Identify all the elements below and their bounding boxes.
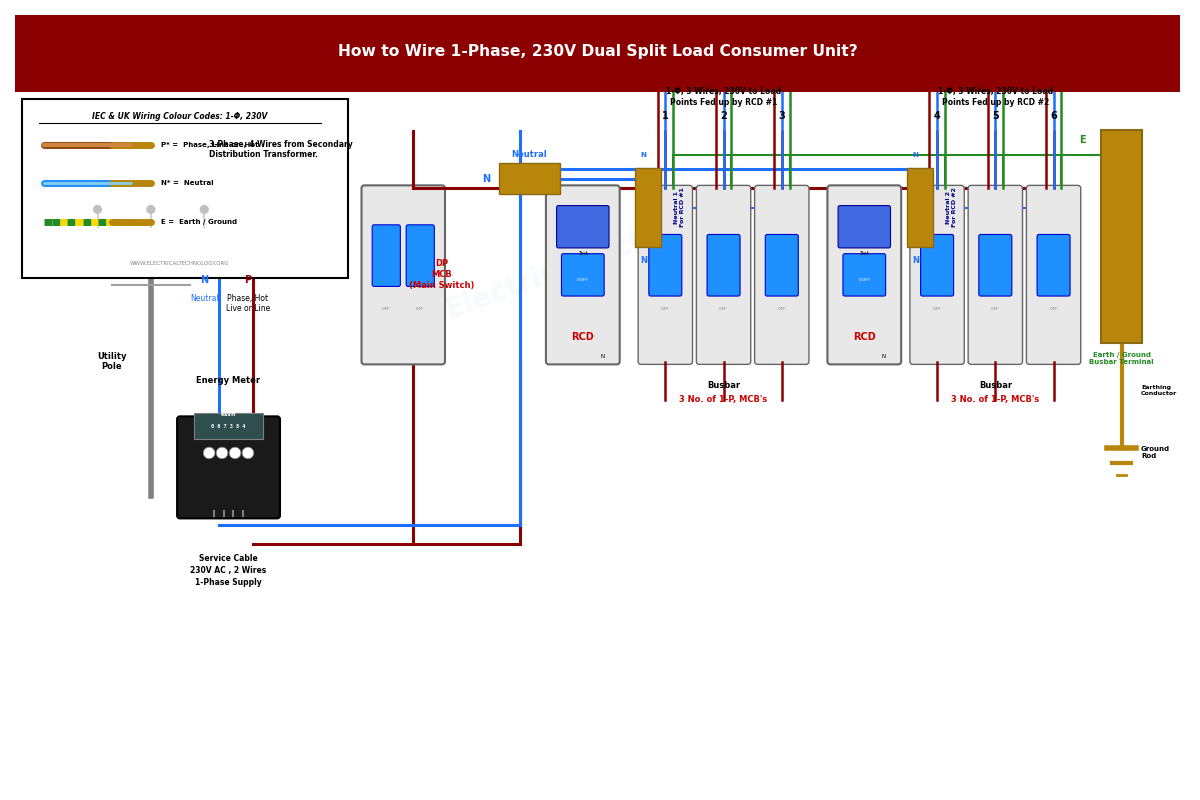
Text: Neutral: Neutral [511,150,547,159]
Text: How to Wire 1-Phase, 230V Dual Split Load Consumer Unit?: How to Wire 1-Phase, 230V Dual Split Loa… [337,44,857,59]
FancyBboxPatch shape [499,163,559,194]
FancyBboxPatch shape [546,186,619,364]
Text: 1-Φ, 3 Wires, 230V to Load
Points Fed up by RCD #1: 1-Φ, 3 Wires, 230V to Load Points Fed up… [666,87,781,106]
Text: RCD: RCD [571,333,594,342]
Text: 0·FF: 0·FF [719,306,728,310]
Text: 3-Phase, 4 Wires from Secondary
Distribution Transformer.: 3-Phase, 4 Wires from Secondary Distribu… [209,140,353,159]
FancyBboxPatch shape [361,186,445,364]
FancyBboxPatch shape [920,234,954,296]
FancyBboxPatch shape [406,225,434,286]
Text: N: N [912,256,919,265]
Text: 0·FF: 0·FF [382,306,390,310]
Circle shape [148,206,155,214]
FancyBboxPatch shape [1102,130,1142,343]
Text: N: N [641,151,647,158]
FancyBboxPatch shape [178,416,280,518]
Text: N: N [882,354,886,359]
Text: Test: Test [859,251,869,256]
Text: 0·FF: 0·FF [991,306,1000,310]
Text: RCD: RCD [853,333,876,342]
Text: 0·OFF: 0·OFF [858,278,870,282]
FancyBboxPatch shape [968,186,1022,364]
FancyBboxPatch shape [562,254,604,296]
Text: 0·OFF: 0·OFF [577,278,589,282]
FancyBboxPatch shape [1026,186,1081,364]
Text: 0·FF: 0·FF [778,306,786,310]
Text: Neutral 2
For RCD #2: Neutral 2 For RCD #2 [947,187,958,227]
Text: Neutral: Neutral [190,294,218,303]
Text: 1: 1 [662,111,668,121]
Text: N: N [600,354,605,359]
Text: N: N [200,274,209,285]
Circle shape [229,447,241,458]
Text: 0·FF: 0·FF [416,306,425,310]
Text: P: P [245,274,252,285]
Text: Busbar: Busbar [979,381,1012,390]
Text: 4: 4 [934,111,941,121]
Text: 2: 2 [720,111,727,121]
Circle shape [200,206,208,214]
FancyBboxPatch shape [635,168,661,247]
Text: Earth / Ground
Busbar Terminal: Earth / Ground Busbar Terminal [1090,352,1154,365]
Text: 0·FF: 0·FF [932,306,942,310]
Text: Ground
Rod: Ground Rod [1141,446,1170,459]
Text: 5: 5 [992,111,998,121]
Text: WWW.ELECTRICALTECHNOLOGY.ORG: WWW.ELECTRICALTECHNOLOGY.ORG [131,261,229,266]
FancyBboxPatch shape [842,254,886,296]
Circle shape [216,447,228,458]
Text: Utility
Pole: Utility Pole [97,352,127,371]
FancyBboxPatch shape [193,414,264,439]
Text: 3: 3 [779,111,785,121]
FancyBboxPatch shape [838,206,890,248]
Text: Test: Test [578,251,588,256]
FancyBboxPatch shape [649,234,682,296]
Text: DP
MCB
(Main Switch): DP MCB (Main Switch) [409,259,475,290]
FancyBboxPatch shape [1037,234,1070,296]
Text: N: N [640,256,647,265]
Text: Neutral 1
For RCD #1: Neutral 1 For RCD #1 [674,187,685,227]
Text: N* =  Neutral: N* = Neutral [161,181,214,186]
FancyBboxPatch shape [638,186,692,364]
Text: Busbar: Busbar [707,381,740,390]
Text: 0·FF: 0·FF [1049,306,1058,310]
Text: IEC & UK Wiring Colour Codes: 1-Φ, 230V: IEC & UK Wiring Colour Codes: 1-Φ, 230V [92,111,268,121]
Text: ElectricalTechnology: ElectricalTechnology [442,187,754,324]
Text: 3 No. of 1-P, MCB's: 3 No. of 1-P, MCB's [952,395,1039,405]
FancyBboxPatch shape [755,186,809,364]
Circle shape [203,447,215,458]
Circle shape [94,206,101,214]
Text: Phase, Hot
Live or Line: Phase, Hot Live or Line [226,294,270,314]
Circle shape [242,447,253,458]
FancyBboxPatch shape [979,234,1012,296]
Text: P* =  Phase, Line or  Hot: P* = Phase, Line or Hot [161,142,258,148]
Text: kWh: kWh [221,412,236,417]
FancyBboxPatch shape [707,234,740,296]
Text: 0·FF: 0·FF [661,306,670,310]
FancyBboxPatch shape [372,225,401,286]
Text: Service Cable
230V AC , 2 Wires
1-Phase Supply: Service Cable 230V AC , 2 Wires 1-Phase … [191,554,266,586]
Text: Earthing
Conductor: Earthing Conductor [1141,385,1177,396]
Text: Energy Meter: Energy Meter [197,376,260,386]
FancyBboxPatch shape [696,186,751,364]
Text: 1-Φ, 3 Wires, 230V to Load
Points Fed up by RCD #2: 1-Φ, 3 Wires, 230V to Load Points Fed up… [937,87,1052,106]
FancyBboxPatch shape [16,15,1180,92]
FancyBboxPatch shape [557,206,610,248]
Text: N: N [912,151,918,158]
Text: E: E [1079,135,1086,145]
FancyBboxPatch shape [910,186,965,364]
FancyBboxPatch shape [22,98,348,278]
FancyBboxPatch shape [828,186,901,364]
Text: 0 6 7 3 8 4: 0 6 7 3 8 4 [211,425,246,430]
Text: 3 No. of 1-P, MCB's: 3 No. of 1-P, MCB's [679,395,768,405]
Text: N: N [481,174,490,184]
FancyBboxPatch shape [766,234,798,296]
FancyBboxPatch shape [907,168,934,247]
Text: 6: 6 [1050,111,1057,121]
Text: E =  Earth / Ground: E = Earth / Ground [161,219,236,225]
